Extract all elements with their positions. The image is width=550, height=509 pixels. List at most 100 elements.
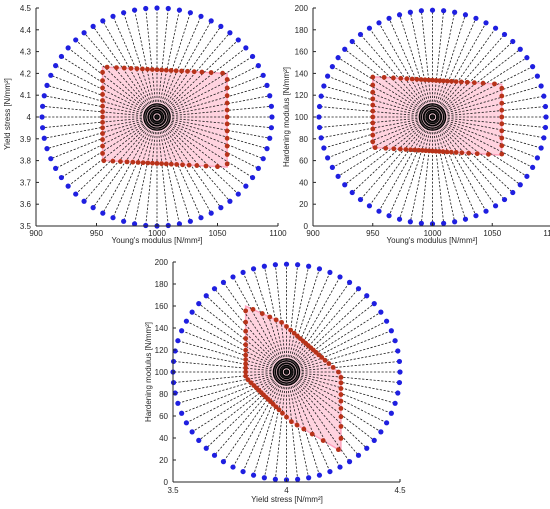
feasible-point	[499, 93, 505, 99]
center-ring	[420, 105, 445, 129]
boundary-point	[392, 400, 398, 406]
feasible-point	[338, 406, 344, 411]
chart-young-vs-yield: 900 950 1000 1050 1100 3.5 3.6 3.7 3.8 3.9 4 4.1 4.2…	[3, 4, 287, 245]
feasible-point	[499, 107, 505, 113]
boundary-point	[335, 55, 341, 61]
x-axis-label: Young's modulus [N/mm²]	[386, 236, 477, 245]
boundary-point	[306, 263, 312, 269]
boundary-point	[240, 468, 246, 475]
feasible-point	[444, 149, 450, 155]
center-ring	[429, 114, 436, 120]
boundary-point	[462, 12, 469, 18]
feasible-point	[208, 70, 214, 75]
boundary-point	[321, 145, 327, 151]
boundary-point	[342, 182, 348, 188]
ray	[432, 22, 487, 118]
center-ring	[277, 362, 296, 382]
feasible-point	[224, 121, 230, 127]
boundary-point	[386, 15, 392, 21]
feasible-point	[499, 121, 505, 127]
boundary-point	[203, 293, 209, 299]
boundary-point	[543, 114, 549, 120]
ray	[286, 276, 341, 373]
feasible-point	[243, 319, 249, 325]
boundary-point	[335, 173, 341, 179]
boundary-point	[306, 475, 312, 481]
feasible-point	[335, 447, 341, 453]
boundary-point	[121, 10, 127, 16]
boundary-point	[318, 135, 324, 141]
boundary-point	[100, 18, 106, 24]
boundary-point	[376, 20, 382, 26]
ray	[286, 268, 320, 373]
feasible-point	[168, 161, 174, 167]
boundary-point	[542, 103, 549, 110]
feasible-point	[159, 161, 164, 167]
boundary-point	[260, 72, 266, 78]
boundary-point	[473, 15, 479, 21]
feasible-point	[338, 414, 344, 420]
ray	[156, 116, 239, 195]
feasible-point	[267, 314, 273, 320]
y-axis-label: Hardening modulus [N/mm²]	[144, 322, 153, 422]
feasible-point	[284, 414, 289, 420]
feasible-point	[100, 125, 105, 131]
boundary-point	[510, 189, 516, 196]
feasible-point	[370, 96, 376, 102]
boundary-point	[179, 410, 185, 416]
boundary-point	[211, 452, 218, 458]
feasible-point	[426, 77, 432, 83]
feasible-point	[114, 65, 119, 70]
ray	[75, 39, 158, 118]
feasible-point	[250, 306, 256, 312]
ray	[156, 116, 202, 218]
feasible-point	[416, 147, 422, 153]
boundary-point	[131, 7, 138, 13]
boundary-point	[272, 262, 278, 268]
boundary-point	[316, 472, 323, 478]
feasible-point	[154, 161, 160, 166]
boundary-point	[218, 205, 224, 211]
feasible-point	[110, 158, 116, 164]
ray	[156, 84, 268, 118]
boundary-point	[371, 437, 377, 443]
boundary-point	[342, 46, 348, 52]
boundary-point	[355, 452, 362, 458]
boundary-point	[143, 222, 149, 229]
ray	[388, 18, 433, 118]
boundary-point	[73, 37, 79, 43]
boundary-point	[492, 25, 499, 31]
ray	[420, 116, 433, 224]
boundary-point	[267, 135, 273, 141]
y-tick-label: 4.5	[20, 4, 32, 13]
boundary-point	[396, 379, 403, 386]
feasible-point	[279, 319, 285, 325]
feasible-point	[121, 65, 127, 71]
y-tick-label: 40	[299, 178, 308, 187]
boundary-point	[283, 261, 290, 267]
boundary-point	[316, 266, 323, 272]
boundary-point	[268, 103, 274, 109]
ray	[42, 105, 158, 118]
feasible-point	[370, 108, 376, 114]
ray	[274, 264, 287, 373]
feasible-point	[403, 147, 409, 152]
feasible-point	[224, 143, 230, 149]
ray	[156, 20, 212, 118]
ray	[432, 116, 487, 212]
boundary-point	[383, 318, 390, 324]
ray	[242, 272, 287, 373]
feasible-point	[243, 365, 249, 371]
boundary-point	[198, 215, 204, 221]
feasible-point	[224, 114, 230, 120]
feasible-point	[409, 76, 415, 82]
feasible-point	[163, 67, 169, 73]
boundary-point	[53, 165, 59, 171]
ray	[286, 311, 382, 373]
boundary-point	[189, 309, 195, 315]
boundary-point	[538, 145, 544, 151]
boundary-point	[346, 279, 353, 285]
feasible-point	[100, 78, 105, 84]
y-tick-label: 20	[159, 456, 168, 465]
feasible-point	[149, 67, 155, 72]
